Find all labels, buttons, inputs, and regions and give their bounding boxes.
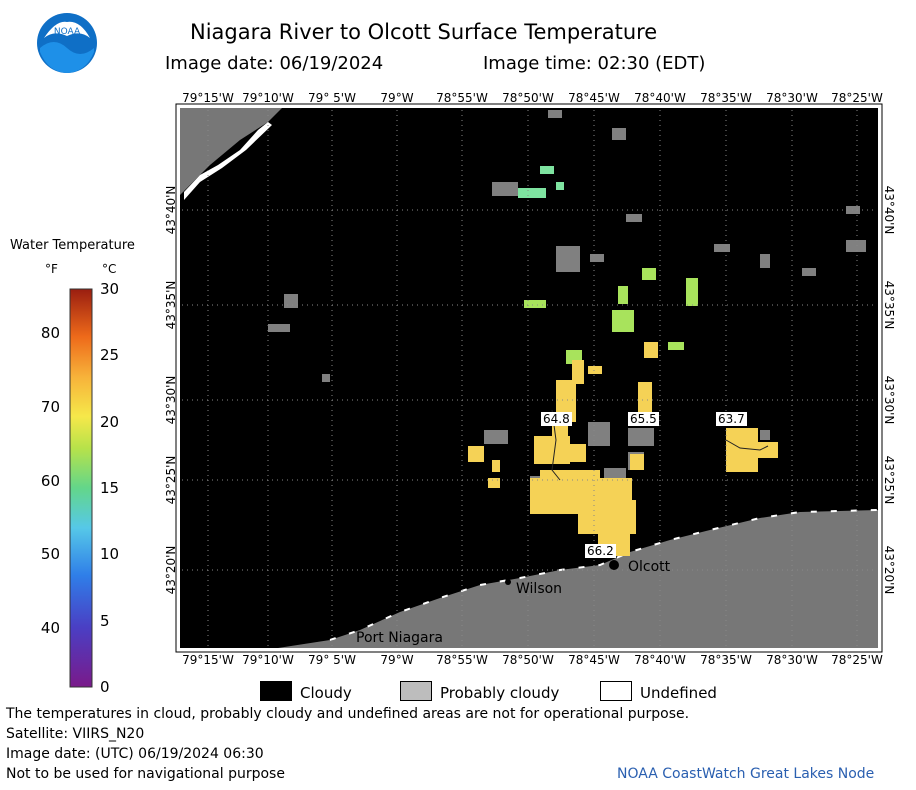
lon-tick-top: 78°35'W	[700, 91, 752, 105]
unit-celsius: °C	[102, 262, 117, 276]
lon-tick-top: 78°50'W	[502, 91, 554, 105]
green-patches	[518, 166, 698, 364]
lon-tick-top: 78°55'W	[436, 91, 488, 105]
shore-undefined	[329, 509, 879, 641]
lon-tick-top: 79° 5'W	[308, 91, 356, 105]
place-olcott: Olcott	[628, 559, 671, 575]
colorbar-f-tick: 40	[40, 619, 60, 638]
legend-undefined-label: Undefined	[640, 684, 717, 702]
lon-tick-top: 79°15'W	[182, 91, 234, 105]
lon-tick-bottom: 78°35'W	[700, 653, 752, 667]
colorbar-f-tick: 80	[40, 324, 60, 343]
credit: NOAA CoastWatch Great Lakes Node	[617, 766, 875, 782]
temp-label-4: 66.2	[585, 544, 616, 558]
logo-text: NOAA	[54, 27, 81, 37]
lon-tick-top: 78°40'W	[634, 91, 686, 105]
utc-date: Image date: (UTC) 06/19/2024 06:30	[6, 746, 264, 762]
lat-tick-left: 43°40'N	[164, 185, 178, 235]
lat-tick-left: 43°30'N	[164, 375, 178, 425]
lat-tick-right: 43°20'N	[882, 545, 896, 595]
place-wilson: Wilson	[516, 581, 563, 597]
lon-tick-top: 79°W	[380, 91, 414, 105]
lon-tick-bottom: 78°45'W	[568, 653, 620, 667]
lon-tick-bottom: 78°25'W	[831, 653, 883, 667]
colorbar-c-tick: 0	[100, 678, 110, 696]
lon-tick-top: 78°30'W	[766, 91, 818, 105]
land-northwest	[180, 108, 282, 195]
lat-tick-right: 43°25'N	[882, 455, 896, 505]
nav-warning: Not to be used for navigational purpose	[6, 766, 285, 782]
lon-tick-top: 78°45'W	[568, 91, 620, 105]
page-title: Niagara River to Olcott Surface Temperat…	[190, 20, 658, 44]
disclaimer: The temperatures in cloud, probably clou…	[6, 706, 690, 722]
lat-tick-left: 43°35'N	[164, 280, 178, 330]
temperature-map	[175, 103, 883, 653]
lon-tick-top: 78°25'W	[831, 91, 883, 105]
noaa-logo: NOAA	[37, 13, 97, 73]
colorbar-c-tick: 5	[100, 611, 110, 630]
colorbar	[69, 288, 93, 688]
legend-probably-cloudy-swatch	[400, 681, 432, 701]
colorbar-c-tick: 25	[100, 346, 120, 365]
colorbar-c-tick: 30	[100, 280, 120, 298]
colorbar-c-tick: 15	[100, 479, 120, 497]
lon-tick-top: 79°10'W	[242, 91, 294, 105]
lon-tick-bottom: 79°10'W	[242, 653, 294, 667]
satellite: Satellite: VIIRS_N20	[6, 726, 145, 742]
temp-label-1: 64.8	[541, 412, 572, 426]
legend-undefined-swatch	[600, 681, 632, 701]
land-south-shore	[278, 510, 878, 648]
lat-tick-left: 43°20'N	[164, 545, 178, 595]
lon-tick-bottom: 79°15'W	[182, 653, 234, 667]
temp-label-3: 63.7	[716, 412, 747, 426]
colorbar-title: Water Temperature	[10, 238, 135, 253]
unit-fahrenheit: °F	[45, 262, 58, 276]
colorbar-c-tick: 10	[100, 545, 120, 564]
colorbar-f-tick: 60	[40, 471, 60, 490]
legend-probably-cloudy-label: Probably cloudy	[440, 684, 560, 702]
image-date: Image date: 06/19/2024	[165, 53, 384, 74]
lat-tick-right: 43°35'N	[882, 280, 896, 330]
lon-tick-bottom: 78°55'W	[436, 653, 488, 667]
lon-tick-bottom: 78°30'W	[766, 653, 818, 667]
lat-tick-right: 43°30'N	[882, 375, 896, 425]
colorbar-c-tick: 20	[100, 412, 120, 431]
place-port-niagara: Port Niagara	[356, 630, 443, 646]
lat-tick-left: 43°25'N	[164, 455, 178, 505]
lon-tick-bottom: 78°50'W	[502, 653, 554, 667]
lon-tick-bottom: 79° 5'W	[308, 653, 356, 667]
olcott-marker	[609, 560, 619, 570]
map-frame	[175, 103, 883, 653]
lat-tick-right: 43°40'N	[882, 185, 896, 235]
legend-cloudy-label: Cloudy	[300, 684, 352, 702]
image-time: Image time: 02:30 (EDT)	[483, 53, 706, 74]
colorbar-f-tick: 50	[40, 545, 60, 564]
legend-cloudy-swatch	[260, 681, 292, 701]
colorbar-f-tick: 70	[40, 397, 60, 416]
wilson-marker	[505, 579, 511, 585]
temp-label-2: 65.5	[628, 412, 659, 426]
lon-tick-bottom: 79°W	[380, 653, 414, 667]
lon-tick-bottom: 78°40'W	[634, 653, 686, 667]
undefined-edge	[184, 122, 272, 200]
